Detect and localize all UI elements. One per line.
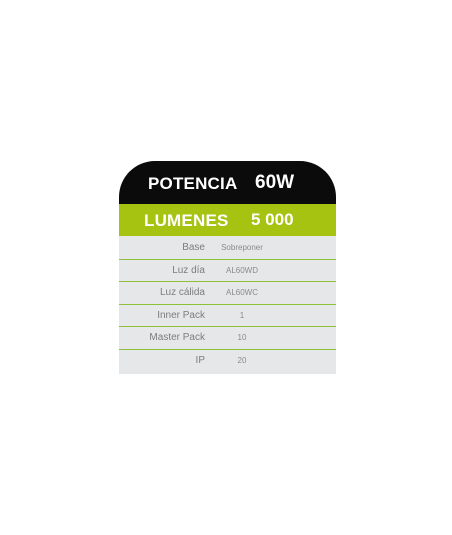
spec-row-label: Luz día (172, 264, 205, 276)
spec-row-label: Luz cálida (159, 287, 205, 298)
spec-row-warm-light: Luz cálida AL60WC (119, 282, 336, 305)
spec-row-master-pack: Master Pack 10 (119, 327, 336, 350)
spec-row-daylight: Luz día AL60WD (119, 260, 336, 282)
lumens-header: LUMENES 5 000 (119, 204, 336, 236)
spec-row-label: Base (182, 242, 205, 253)
spec-row-value: 10 (237, 333, 247, 342)
spec-row-inner-pack: Inner Pack 1 (119, 305, 336, 327)
power-header: POTENCIA 60W (119, 161, 336, 204)
power-value: 60W (255, 172, 295, 193)
spec-card: POTENCIA 60W LUMENES 5 000 Base Sobrepon… (119, 161, 336, 374)
spec-row-base: Base Sobreponer (119, 237, 336, 260)
lumens-value: 5 000 (251, 210, 294, 229)
spec-row-value: 20 (237, 355, 247, 365)
spec-table: Base Sobreponer Luz día AL60WD Luz cálid… (119, 236, 336, 374)
power-label: POTENCIA (148, 174, 238, 193)
spec-row-label: Master Pack (149, 332, 205, 343)
spec-row-value: AL60WD (225, 265, 258, 275)
lumens-label: LUMENES (144, 211, 229, 230)
spec-row-label: IP (195, 354, 205, 366)
spec-row-value: AL60WC (225, 288, 258, 297)
spec-row-value: Sobreponer (221, 243, 263, 252)
spec-row-ip: IP 20 (119, 350, 336, 374)
spec-row-label: Inner Pack (157, 309, 205, 321)
spec-row-value: 1 (239, 310, 245, 320)
